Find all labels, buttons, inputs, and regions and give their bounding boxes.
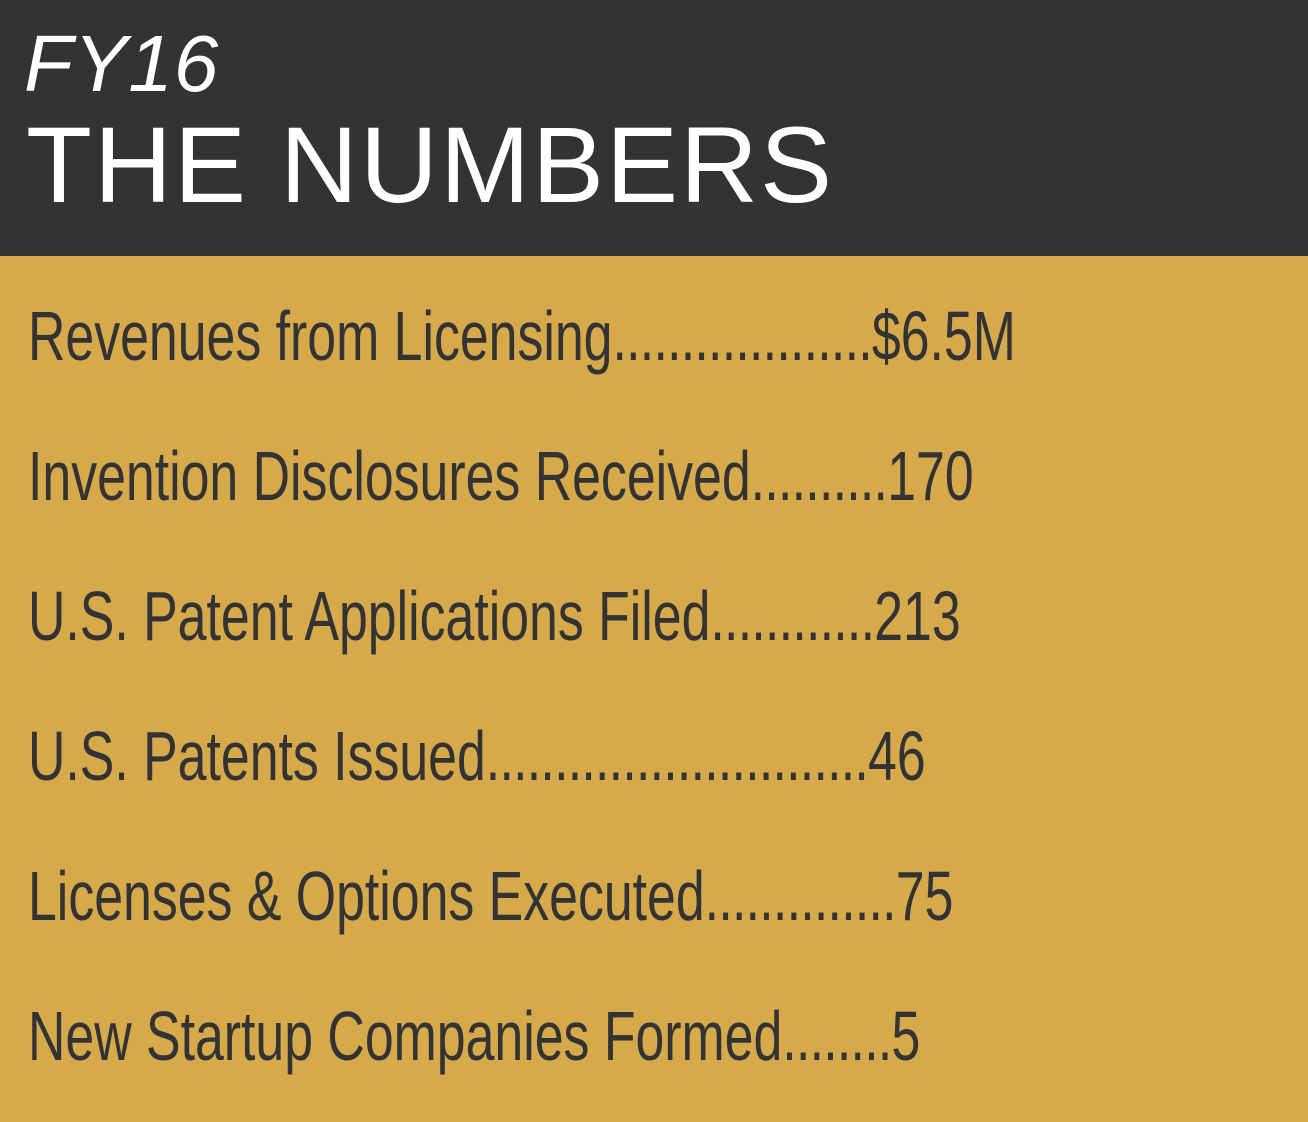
stat-value: 170 (887, 437, 974, 515)
stat-row-invention-disclosures: Invention Disclosures Received..........… (28, 416, 974, 536)
stat-row-licenses-options: Licenses & Options Executed.............… (28, 836, 953, 956)
dot-leader: ............................ (485, 717, 869, 795)
stat-label: New Startup Companies Formed (28, 997, 783, 1075)
stats-panel: Revenues from Licensing.................… (0, 256, 1308, 1122)
stat-row-revenues: Revenues from Licensing.................… (28, 276, 1016, 396)
stat-value: 213 (874, 577, 961, 655)
stat-value: 75 (895, 857, 954, 935)
stat-label: Invention Disclosures Received (28, 437, 751, 515)
fiscal-year-subtitle: FY16 (24, 19, 220, 108)
page-title: THE NUMBERS (26, 104, 835, 225)
dot-leader: ............ (710, 577, 875, 655)
stat-value: $6.5M (871, 297, 1016, 375)
dot-leader: ................... (612, 297, 872, 375)
stat-row-startup-companies: New Startup Companies Formed........5 (28, 976, 920, 1096)
dot-leader: .......... (750, 437, 888, 515)
stat-label: Revenues from Licensing (28, 297, 613, 375)
stat-row-patent-applications: U.S. Patent Applications Filed..........… (28, 556, 961, 676)
stat-label: U.S. Patent Applications Filed (28, 577, 711, 655)
stat-label: Licenses & Options Executed (28, 857, 705, 935)
dot-leader: ........ (782, 997, 892, 1075)
stat-row-patents-issued: U.S. Patents Issued.....................… (28, 696, 926, 816)
stat-value: 5 (891, 997, 921, 1075)
stat-label: U.S. Patents Issued (28, 717, 486, 795)
dot-leader: .............. (704, 857, 897, 935)
header-banner: FY16 THE NUMBERS (0, 0, 1308, 256)
stat-value: 46 (868, 717, 926, 795)
